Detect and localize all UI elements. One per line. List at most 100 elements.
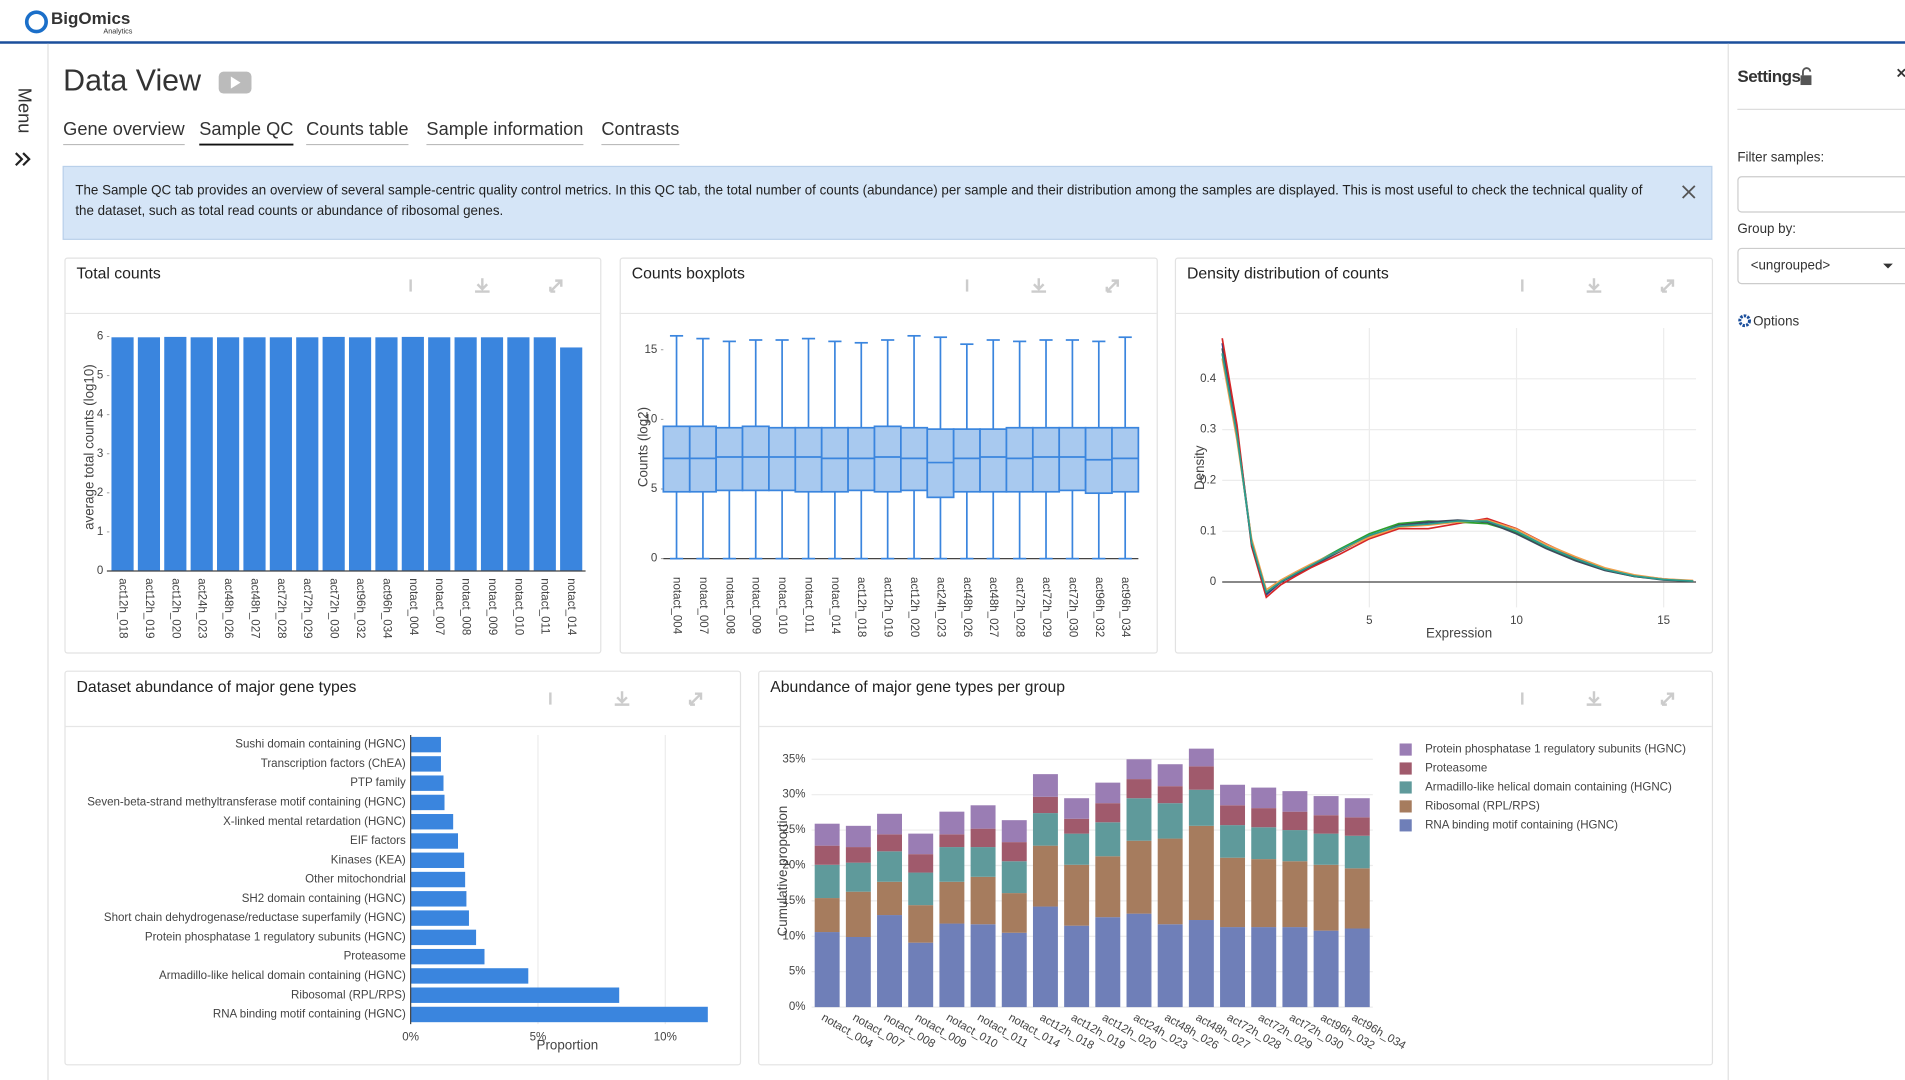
info-icon[interactable]: [965, 279, 969, 292]
logo[interactable]: [24, 10, 48, 34]
bar: [410, 987, 620, 1003]
x-tick-label: 15: [1657, 615, 1670, 627]
legend-swatch[interactable]: [1399, 781, 1412, 794]
bar-segment: [1313, 864, 1339, 931]
bar: [410, 736, 441, 753]
box: [794, 426, 823, 493]
brand-sub: Analytics: [103, 27, 132, 36]
x-tick-label: notact_010: [776, 577, 788, 634]
info-icon[interactable]: [549, 692, 552, 705]
tab[interactable]: Sample information: [426, 119, 583, 139]
x-tick-label: act72h_030: [328, 578, 340, 638]
bar-segment: [970, 876, 996, 925]
bar: [410, 814, 454, 830]
bar-segment: [1188, 789, 1214, 826]
bar: [410, 756, 441, 772]
group-select[interactable]: [1737, 247, 1905, 285]
bar-segment: [1157, 786, 1183, 804]
legend-label[interactable]: RNA binding motif containing (HGNC): [1425, 819, 1618, 831]
expand-icon[interactable]: [1105, 279, 1119, 293]
legend-label[interactable]: Protein phosphatase 1 regulatory subunit…: [1425, 744, 1686, 756]
box: [1005, 426, 1034, 493]
tab[interactable]: Counts table: [306, 119, 408, 139]
y-tick-label: 0: [1210, 576, 1216, 588]
x-tick-label: notact_009: [486, 578, 498, 635]
bar-segment: [814, 845, 840, 865]
bar-segment: [1157, 838, 1183, 925]
x-axis-title: Expression: [1426, 626, 1492, 641]
expand-icon[interactable]: [1660, 279, 1675, 293]
bar-segment: [1095, 917, 1121, 1008]
settings-close[interactable]: [1897, 68, 1905, 78]
x-tick-label: notact_014: [829, 577, 841, 635]
x-tick-label: notact_009: [750, 577, 762, 634]
x-tick-label: act12h_019: [882, 577, 894, 637]
download-icon[interactable]: [1031, 278, 1047, 293]
download-icon[interactable]: [475, 278, 490, 293]
info-icon[interactable]: [1521, 279, 1524, 292]
info-icon[interactable]: [409, 279, 412, 292]
info-icon[interactable]: [1521, 692, 1524, 705]
bar-segment: [845, 862, 871, 892]
legend-label[interactable]: Proteasome: [1425, 763, 1487, 775]
info-box: [62, 165, 1713, 240]
bar-segment: [1001, 820, 1027, 843]
panel-title: Density distribution of counts: [1187, 266, 1389, 283]
legend-label[interactable]: Armadillo-like helical domain containing…: [1425, 782, 1672, 794]
bar-segment: [1188, 825, 1214, 921]
group-label: Group by:: [1737, 221, 1796, 236]
lock-icon[interactable]: [1800, 75, 1812, 86]
bar-segment: [939, 881, 965, 924]
expand-icon[interactable]: [688, 692, 703, 706]
expand-icon[interactable]: [549, 279, 563, 293]
download-icon[interactable]: [1586, 691, 1602, 706]
bar: [164, 336, 187, 571]
x-tick-label: 10%: [654, 1032, 677, 1044]
panel-title: Abundance of major gene types per group: [770, 679, 1065, 696]
bar-segment: [1032, 906, 1058, 1008]
y-axis-title: Cumulative proportion: [775, 806, 790, 937]
menu-label[interactable]: Menu: [14, 88, 34, 134]
expand-icon[interactable]: [1660, 692, 1675, 706]
tab[interactable]: Contrasts: [601, 119, 679, 139]
box: [979, 428, 1008, 493]
legend-label[interactable]: Ribosomal (RPL/RPS): [1425, 800, 1540, 812]
bar-segment: [939, 923, 965, 1008]
bar: [375, 337, 398, 571]
legend-swatch[interactable]: [1399, 762, 1412, 775]
legend-swatch[interactable]: [1399, 800, 1412, 813]
gear-icon[interactable]: [1738, 314, 1752, 328]
y-tick-label: Sushi domain containing (HGNC): [235, 739, 406, 751]
legend-swatch[interactable]: [1399, 819, 1412, 832]
x-tick-label: 5%: [530, 1032, 547, 1044]
bar: [410, 794, 445, 811]
bar-segment: [1001, 893, 1027, 933]
legend-swatch[interactable]: [1399, 743, 1412, 756]
bar-segment: [1095, 822, 1121, 857]
box: [820, 426, 849, 493]
options-link[interactable]: Options: [1753, 313, 1799, 328]
bar-segment: [1001, 842, 1027, 862]
bar-segment: [1032, 774, 1058, 797]
y-tick-label: X-linked mental retardation (HGNC): [223, 816, 406, 828]
x-tick-label: act48h_027: [987, 577, 999, 637]
bar: [269, 337, 292, 571]
info-close[interactable]: [1682, 185, 1696, 199]
tab[interactable]: Gene overview: [63, 119, 185, 139]
bar-segment: [877, 813, 902, 835]
menu-toggle[interactable]: [15, 152, 31, 166]
x-tick-label: notact_004: [407, 578, 419, 636]
box: [1058, 426, 1087, 492]
y-tick-label: 3: [97, 448, 103, 460]
download-icon[interactable]: [614, 691, 630, 706]
brand[interactable]: BigOmics: [51, 9, 130, 28]
bar-segment: [1344, 817, 1370, 836]
y-tick-label: Protein phosphatase 1 regulatory subunit…: [145, 931, 406, 943]
bar-segment: [1126, 779, 1152, 799]
bar-segment: [1344, 868, 1370, 929]
download-icon[interactable]: [1586, 278, 1602, 293]
bar: [410, 1006, 708, 1023]
filter-input[interactable]: [1737, 176, 1905, 213]
x-tick-label: act96h_032: [354, 578, 366, 638]
tab[interactable]: Sample QC: [199, 119, 293, 139]
